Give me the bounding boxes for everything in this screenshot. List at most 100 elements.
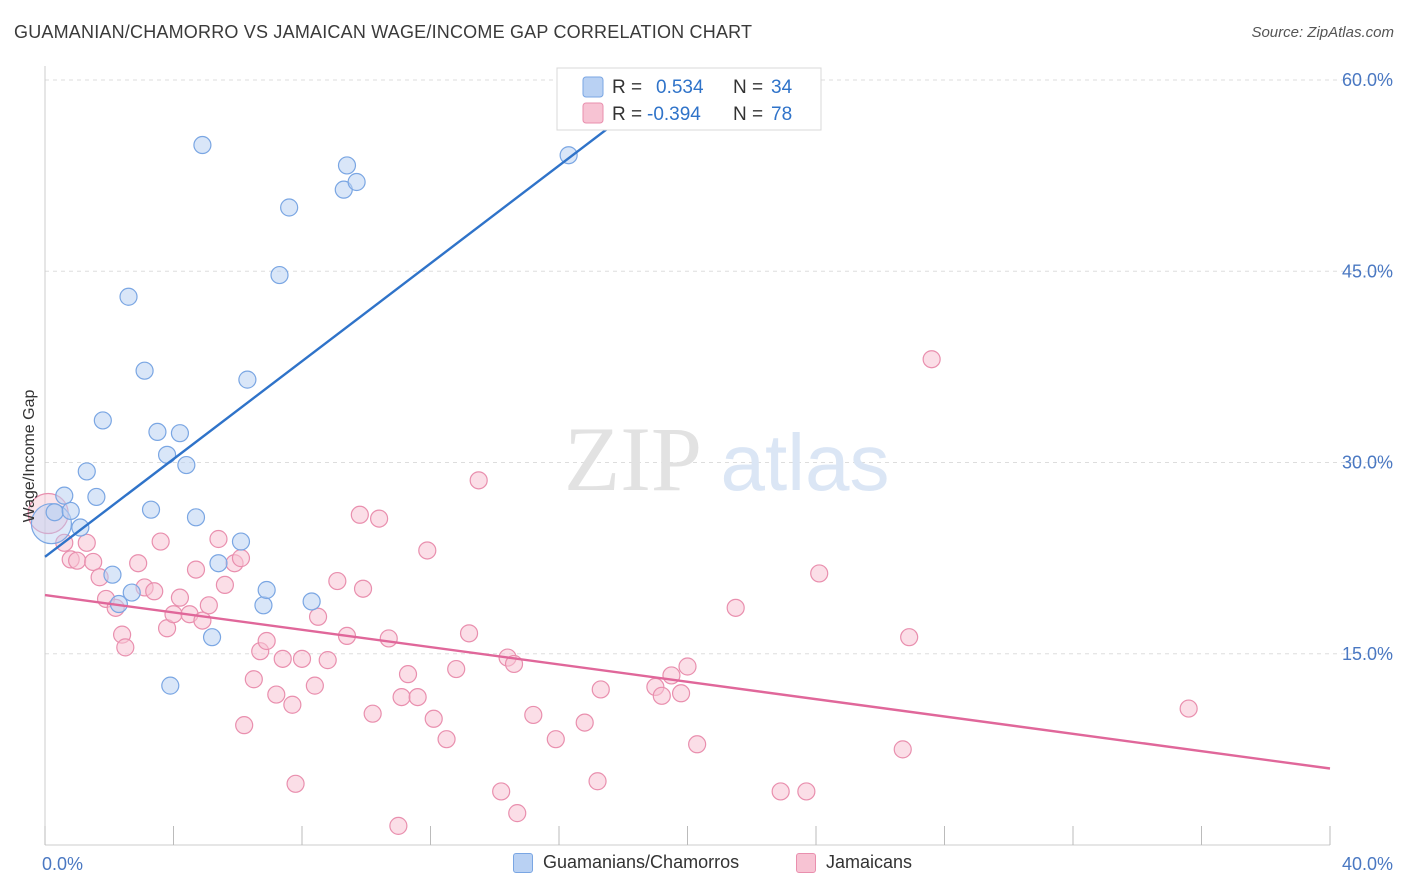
jamaicans-point-4 <box>77 533 96 552</box>
jamaicans-point-37 <box>318 651 337 670</box>
jamaicans-point-49 <box>418 541 437 560</box>
guamanians-point-21 <box>202 628 222 647</box>
jamaicans-point-50 <box>424 709 443 728</box>
legend-n-label-pink: N = <box>733 104 763 125</box>
chart-title: GUAMANIAN/CHAMORRO VS JAMAICAN WAGE/INCO… <box>14 22 753 42</box>
jamaicans-point-13 <box>145 582 164 601</box>
legend-swatch-pink <box>582 102 604 124</box>
watermark-zip: ZIP <box>564 408 702 510</box>
guamanians-point-7 <box>93 411 112 430</box>
jamaicans-point-14 <box>151 532 170 551</box>
guamanians-point-31 <box>337 156 357 175</box>
jamaicans-point-71 <box>771 782 790 801</box>
guamanians-point-8 <box>103 565 122 584</box>
jamaicans-point-48 <box>408 687 427 707</box>
legend-r-label-blue: R = <box>612 77 642 98</box>
jamaicans-point-44 <box>379 629 398 648</box>
guamanians-point-11 <box>122 583 141 602</box>
jamaicans-point-29 <box>257 631 276 651</box>
watermark: ZIP atlas <box>564 408 889 510</box>
guamanians-point-13 <box>141 500 161 519</box>
jamaicans-point-30 <box>267 685 286 704</box>
jamaicans-point-60 <box>546 730 565 749</box>
jamaicans-point-17 <box>170 588 190 607</box>
guamanians-point-12 <box>135 361 154 380</box>
guamanians-point-20 <box>193 135 212 155</box>
guamanians-point-23 <box>231 532 251 551</box>
jamaicans-point-46 <box>392 687 411 707</box>
jamaicans-point-34 <box>292 649 312 668</box>
guamanians-point-10 <box>119 287 138 306</box>
x-tick-labels: 0.0% 40.0% <box>42 854 1393 874</box>
guamanians-point-19 <box>186 508 206 527</box>
jamaicans-point-21 <box>199 596 218 615</box>
y-tick-labels: 15.0% 30.0% 45.0% 60.0% <box>1342 70 1393 664</box>
jamaicans-point-3 <box>68 551 87 570</box>
legend-item-guamanians: Guamanians/Chamorros <box>513 852 739 873</box>
jamaicans-point-32 <box>283 695 302 714</box>
guamanians-points <box>30 135 578 695</box>
jamaicans-point-76 <box>922 350 941 369</box>
guamanians-point-24 <box>238 370 257 389</box>
guamanians-point-22 <box>209 554 228 573</box>
jamaicans-point-41 <box>353 579 373 598</box>
legend-label-jamaicans: Jamaicans <box>826 852 913 872</box>
jamaicans-point-70 <box>726 598 745 617</box>
jamaicans-point-74 <box>893 740 912 759</box>
guamanians-point-28 <box>280 198 299 217</box>
jamaicans-point-19 <box>186 560 206 579</box>
legend-swatch-guamanians <box>513 852 533 873</box>
jamaicans-point-55 <box>492 782 511 801</box>
jamaicans-point-22 <box>209 529 228 549</box>
guamanians-point-32 <box>347 172 366 192</box>
jamaicans-point-40 <box>350 505 369 524</box>
jamaicans-point-23 <box>215 575 234 595</box>
guamanians-point-14 <box>148 422 167 441</box>
jamaicans-point-75 <box>900 628 919 647</box>
legend-r-label-pink: R = <box>612 104 642 125</box>
jamaicans-trend-line <box>44 593 1331 770</box>
jamaicans-point-62 <box>588 772 607 791</box>
axes <box>44 66 1331 846</box>
legend-item-jamaicans: Jamaicans <box>796 852 912 873</box>
y-tick-label-3: 60.0% <box>1342 70 1393 90</box>
guamanians-point-16 <box>161 676 180 695</box>
guamanians-point-27 <box>270 265 289 285</box>
legend-swatch-jamaicans <box>796 852 816 873</box>
jamaicans-point-59 <box>524 705 543 725</box>
jamaicans-point-10 <box>116 638 135 657</box>
jamaicans-point-27 <box>244 670 263 689</box>
jamaicans-point-63 <box>591 680 610 699</box>
jamaicans-point-5 <box>84 552 103 572</box>
guamanians-trend-line <box>44 79 673 558</box>
jamaicans-point-31 <box>273 649 292 668</box>
guamanians-point-29 <box>302 592 321 611</box>
jamaicans-point-11 <box>129 554 148 573</box>
jamaicans-point-51 <box>437 730 456 749</box>
legend-n-value-pink: 78 <box>771 104 792 125</box>
x-tick-label-1: 40.0% <box>1342 854 1393 874</box>
jamaicans-point-47 <box>398 665 418 684</box>
guamanians-point-26 <box>257 580 276 600</box>
jamaicans-point-35 <box>305 676 324 695</box>
legend-n-label-blue: N = <box>733 77 763 98</box>
jamaicans-point-54 <box>469 471 488 490</box>
jamaicans-point-65 <box>652 686 671 705</box>
jamaicans-point-36 <box>308 607 328 626</box>
jamaicans-point-68 <box>678 657 697 676</box>
jamaicans-point-61 <box>575 713 594 732</box>
legend-swatch-blue <box>582 76 604 98</box>
bottom-legend: Guamanians/Chamorros Jamaicans <box>0 852 1406 878</box>
y-tick-label-2: 45.0% <box>1342 261 1393 281</box>
jamaicans-point-73 <box>810 564 829 583</box>
source-label: Source: ZipAtlas.com <box>1251 24 1394 41</box>
watermark-atlas: atlas <box>721 418 890 507</box>
stats-legend: R = 0.534 N = 34 R = -0.394 N = 78 <box>556 67 822 131</box>
guamanians-point-17 <box>170 424 190 443</box>
jamaicans-point-38 <box>328 571 347 591</box>
jamaicans-point-42 <box>363 704 382 723</box>
legend-label-guamanians: Guamanians/Chamorros <box>543 852 740 872</box>
guamanians-point-33 <box>559 146 578 165</box>
jamaicans-point-58 <box>508 804 527 823</box>
